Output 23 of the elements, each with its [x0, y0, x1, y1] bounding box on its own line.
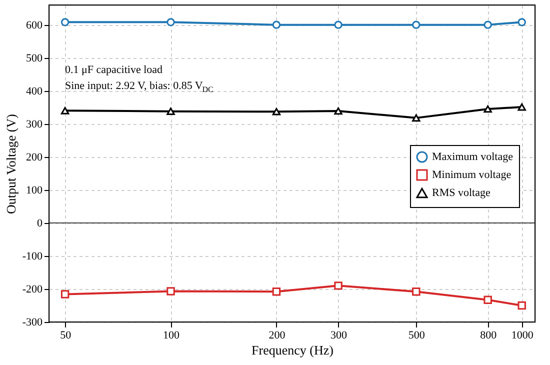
y-tick-label: 500 — [26, 52, 43, 64]
legend-label: RMS voltage — [432, 187, 490, 199]
y-tick-label: -200 — [22, 283, 43, 296]
y-tick-label: 300 — [26, 118, 43, 130]
x-tick-label: 50 — [60, 330, 72, 342]
annotation: 0.1 μF capacitive load — [65, 64, 164, 76]
y-tick-label: 100 — [26, 184, 43, 196]
x-tick-label: 200 — [268, 330, 286, 342]
y-tick-label: -100 — [22, 250, 43, 262]
x-tick-label: 100 — [163, 330, 180, 342]
legend-label: Minimum voltage — [432, 169, 512, 181]
x-tick-label: 500 — [408, 330, 426, 342]
legend-label: Maximum voltage — [432, 151, 514, 163]
y-axis-title: Output Voltage (V) — [3, 114, 18, 214]
y-tick-label: 200 — [26, 151, 43, 164]
x-tick-label: 1000 — [511, 330, 534, 342]
x-axis-title: Frequency (Hz) — [252, 342, 334, 358]
x-tick-label: 800 — [480, 330, 498, 342]
y-tick-label: 600 — [26, 19, 43, 32]
y-tick-label: -300 — [22, 316, 43, 328]
x-tick-label: 300 — [330, 330, 348, 342]
y-tick-label: 400 — [26, 85, 43, 98]
y-tick-label: 0 — [37, 217, 43, 230]
